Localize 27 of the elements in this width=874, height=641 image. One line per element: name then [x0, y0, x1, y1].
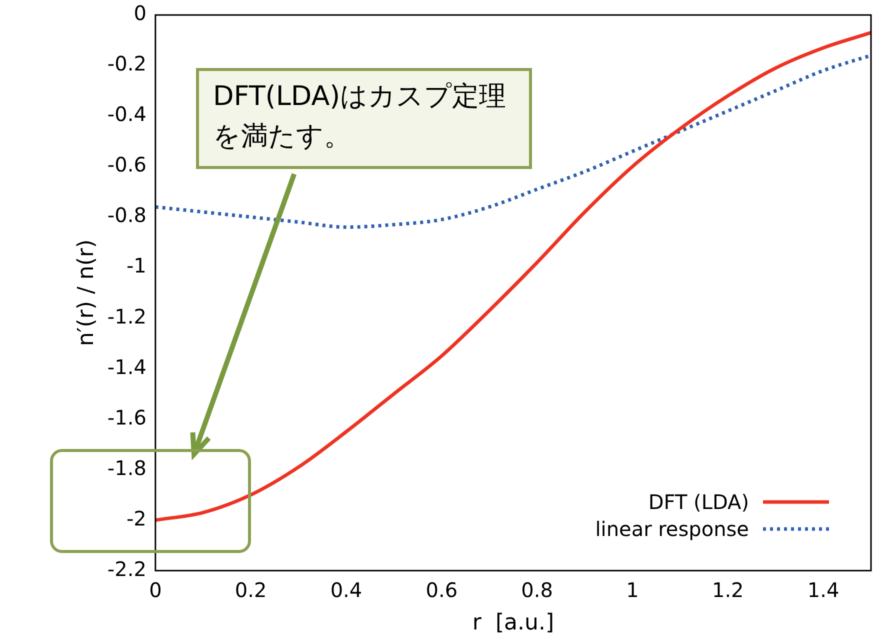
x-tick-label: 0.8 [521, 578, 553, 602]
y-tick-label: -1 [126, 254, 146, 278]
y-tick-label: -1.2 [107, 304, 146, 328]
annotation: DFT(LDA)はカスプ定理を満たす。 [196, 68, 532, 170]
x-tick-label: 0.4 [330, 578, 362, 602]
y-tick-label: -2 [126, 506, 146, 530]
y-tick-label: 0 [134, 1, 146, 26]
x-axis-title: r [a.u.] [472, 610, 554, 636]
legend-label: DFT (LDA) [648, 490, 749, 514]
x-tick-label: 0.6 [426, 578, 458, 602]
y-tick-label: -0.6 [107, 152, 146, 177]
y-tick-label: -0.2 [107, 52, 146, 76]
x-tick-label: 0 [149, 578, 162, 602]
y-tick-label: -2.2 [107, 556, 146, 581]
y-tick-label: -1.6 [107, 405, 146, 430]
y-tick-label: -1.8 [107, 456, 146, 480]
y-tick-label: -0.4 [107, 102, 146, 126]
x-tick-label: 1.2 [712, 578, 744, 602]
line-series [155, 30, 871, 522]
legend-label: linear response [595, 517, 749, 542]
line-series [155, 54, 871, 229]
x-tick-label: 1.4 [807, 578, 840, 602]
x-tick-label: 0.2 [234, 578, 267, 602]
y-axis-title: n′(r) / n(r) [74, 239, 99, 346]
y-tick-label: -1.4 [107, 354, 146, 379]
x-tick-label: 1 [626, 578, 639, 602]
y-tick-label: -0.8 [107, 203, 146, 228]
